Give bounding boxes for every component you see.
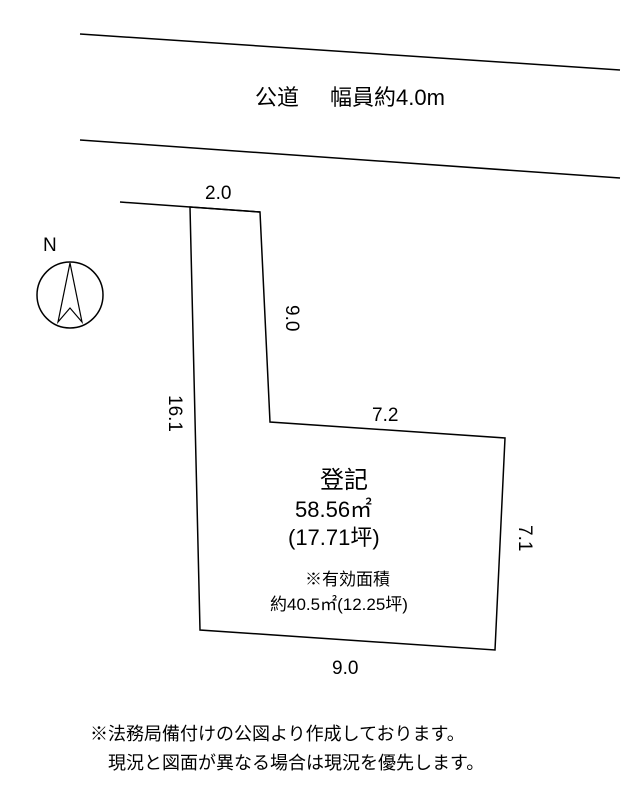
- effective-label: ※有効面積: [305, 565, 390, 590]
- dim-bottom: 9.0: [332, 658, 358, 680]
- disclaimer: ※法務局備付けの公図より作成しております。 現況と図面が異なる場合は現況を優先し…: [90, 720, 484, 778]
- plot-diagram: [0, 0, 623, 800]
- disclaimer-line2: 現況と図面が異なる場合は現況を優先します。: [90, 749, 484, 778]
- dim-right: 7.1: [513, 525, 535, 551]
- effective-value: 約40.5㎡(12.25坪): [270, 590, 408, 615]
- road-width: 幅員約4.0m: [330, 80, 445, 112]
- dim-left: 16.1: [163, 395, 185, 432]
- dim-mid-horiz: 7.2: [372, 405, 398, 427]
- road-line-top: [80, 34, 620, 70]
- road-line-bottom: [80, 140, 620, 178]
- registration-title: 登記: [320, 460, 368, 495]
- compass-label: N: [43, 235, 57, 257]
- dim-top: 2.0: [205, 183, 231, 205]
- registration-area-tsubo: (17.71坪): [288, 520, 380, 552]
- road-name: 公道: [255, 80, 299, 112]
- dim-mid-vert: 9.0: [280, 305, 302, 331]
- compass-icon: [37, 262, 103, 328]
- disclaimer-line1: ※法務局備付けの公図より作成しております。: [90, 720, 484, 749]
